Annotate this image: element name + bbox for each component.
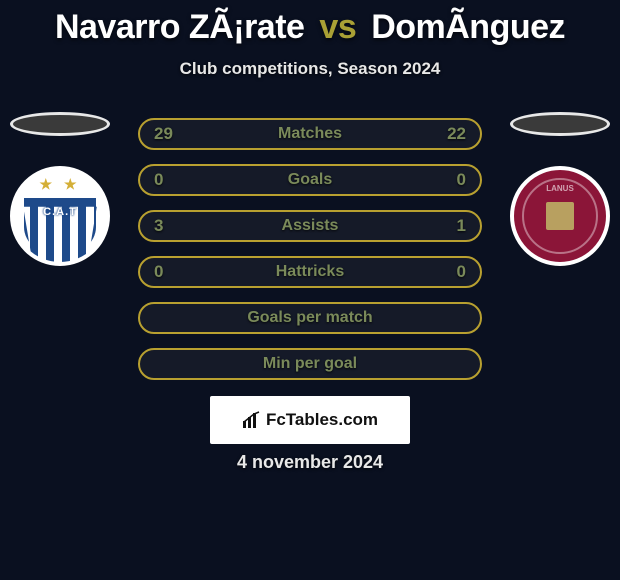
stat-row-goals-per-match: Goals per match xyxy=(138,302,482,334)
bar-chart-icon xyxy=(242,411,262,429)
subtitle: Club competitions, Season 2024 xyxy=(0,59,620,79)
stat-right-value: 22 xyxy=(447,124,466,144)
fctables-text: FcTables.com xyxy=(266,410,378,430)
player2-name: DomÃ­nguez xyxy=(371,8,565,46)
fctables-label: FcTables.com xyxy=(242,410,378,430)
star-icon: ★ ★ xyxy=(14,176,106,193)
stat-row-min-per-goal: Min per goal xyxy=(138,348,482,380)
club-badge-right: LANUS xyxy=(510,166,610,266)
stat-right-value: 1 xyxy=(457,216,466,236)
stat-label: Min per goal xyxy=(263,355,357,373)
club-abbr-left: C.A.T xyxy=(14,206,106,218)
stat-left-value: 3 xyxy=(154,216,163,236)
fctables-banner[interactable]: FcTables.com xyxy=(210,396,410,444)
stat-row-assists: 3 Assists 1 xyxy=(138,210,482,242)
stat-label: Assists xyxy=(282,217,339,235)
club-abbr-right: LANUS xyxy=(514,184,606,193)
club-badge-left: ★ ★ C.A.T xyxy=(10,166,110,266)
stat-left-value: 0 xyxy=(154,262,163,282)
vs-text: vs xyxy=(319,8,356,46)
stat-label: Hattricks xyxy=(276,263,344,281)
stat-left-value: 29 xyxy=(154,124,173,144)
stat-row-hattricks: 0 Hattricks 0 xyxy=(138,256,482,288)
stat-right-value: 0 xyxy=(457,170,466,190)
badge-center-right xyxy=(546,202,574,230)
comparison-title: Navarro ZÃ¡rate vs DomÃ­nguez xyxy=(0,0,620,47)
stats-list: 29 Matches 22 0 Goals 0 3 Assists 1 0 Ha… xyxy=(138,118,482,380)
stat-left-value: 0 xyxy=(154,170,163,190)
stat-right-value: 0 xyxy=(457,262,466,282)
date-label: 4 november 2024 xyxy=(0,452,620,473)
stat-row-matches: 29 Matches 22 xyxy=(138,118,482,150)
stat-label: Matches xyxy=(278,125,342,143)
stat-label: Goals xyxy=(288,171,332,189)
player-photo-placeholder-left xyxy=(10,112,110,136)
stat-row-goals: 0 Goals 0 xyxy=(138,164,482,196)
right-player-block: LANUS xyxy=(505,112,615,266)
player-photo-placeholder-right xyxy=(510,112,610,136)
left-player-block: ★ ★ C.A.T xyxy=(5,112,115,266)
stat-label: Goals per match xyxy=(247,309,372,327)
player1-name: Navarro ZÃ¡rate xyxy=(55,8,304,46)
